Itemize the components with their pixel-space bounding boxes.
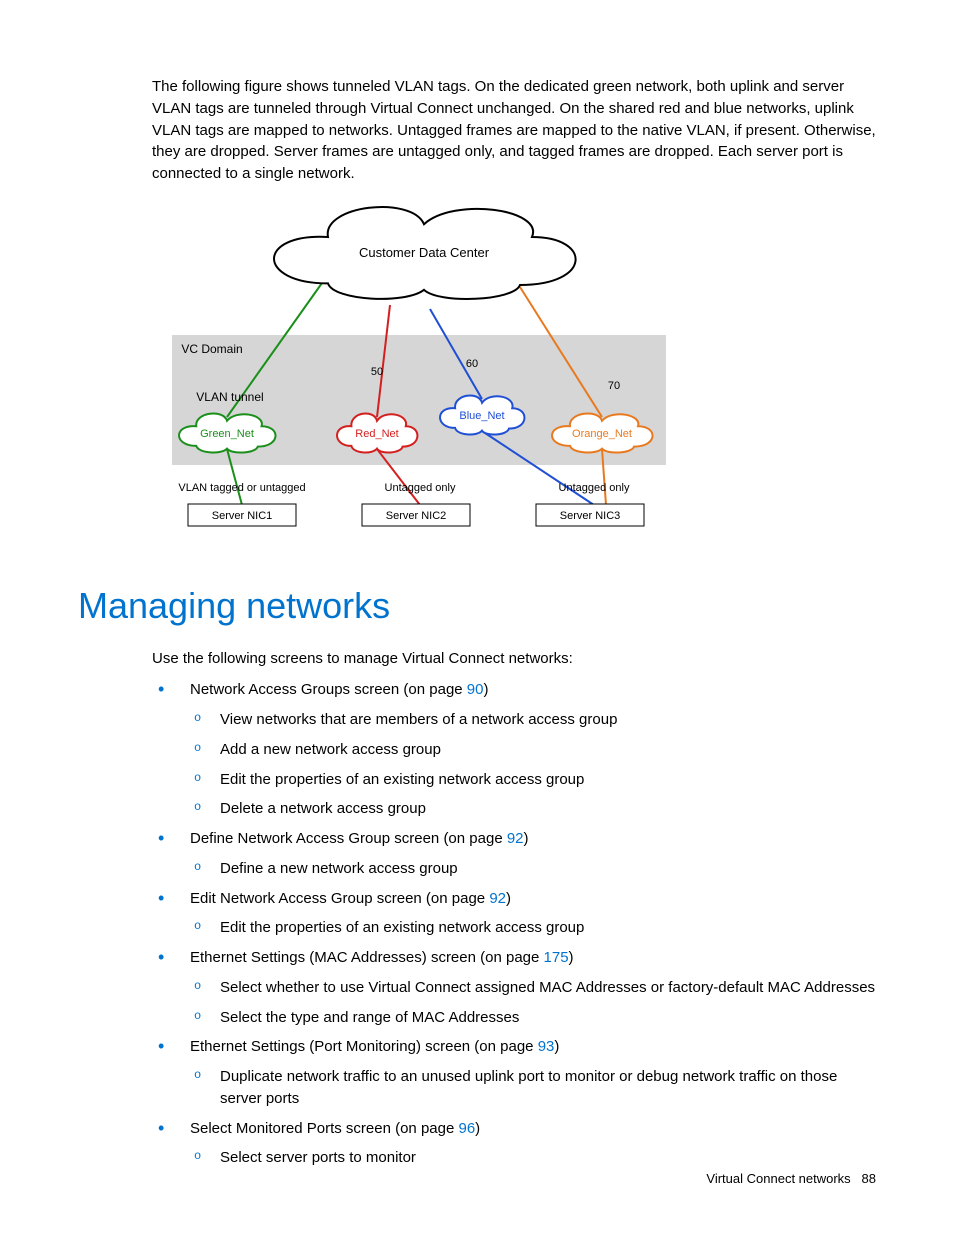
svg-text:Untagged only: Untagged only: [385, 482, 456, 494]
svg-text:VLAN tagged or untagged: VLAN tagged or untagged: [178, 482, 305, 494]
page-footer: Virtual Connect networks 88: [706, 1170, 876, 1189]
sub-item: Select server ports to monitor: [190, 1147, 876, 1169]
sub-item: Edit the properties of an existing netwo…: [190, 917, 876, 939]
svg-text:60: 60: [466, 358, 478, 370]
page-link[interactable]: 175: [544, 949, 569, 966]
intro-paragraph: The following figure shows tunneled VLAN…: [152, 76, 876, 185]
vlan-diagram: Customer Data Center VC Domain VLAN tunnel…: [152, 205, 876, 552]
svg-text:Customer Data Center: Customer Data Center: [359, 245, 490, 260]
sub-item: View networks that are members of a netw…: [190, 709, 876, 731]
footer-page: 88: [862, 1171, 876, 1186]
list-item: Edit Network Access Group screen (on pag…: [152, 888, 876, 940]
svg-text:Orange_Net: Orange_Net: [572, 428, 632, 440]
lead-text: Use the following screens to manage Virt…: [152, 648, 876, 670]
screen-list: Network Access Groups screen (on page 90…: [152, 679, 876, 1169]
list-item: Network Access Groups screen (on page 90…: [152, 679, 876, 820]
sub-item: Select whether to use Virtual Connect as…: [190, 977, 876, 999]
page-link[interactable]: 92: [507, 830, 524, 847]
sub-item: Edit the properties of an existing netwo…: [190, 769, 876, 791]
svg-text:50: 50: [371, 366, 383, 378]
page-link[interactable]: 92: [489, 890, 506, 907]
footer-section: Virtual Connect networks: [706, 1171, 850, 1186]
list-item: Define Network Access Group screen (on p…: [152, 828, 876, 880]
page-link[interactable]: 96: [458, 1120, 475, 1137]
list-item: Ethernet Settings (MAC Addresses) screen…: [152, 947, 876, 1028]
sub-item: Define a new network access group: [190, 858, 876, 880]
svg-text:Green_Net: Green_Net: [200, 428, 254, 440]
svg-text:Untagged only: Untagged only: [559, 482, 630, 494]
svg-text:Red_Net: Red_Net: [355, 428, 398, 440]
svg-text:VLAN tunnel: VLAN tunnel: [196, 390, 263, 404]
svg-text:Server NIC2: Server NIC2: [386, 510, 447, 522]
svg-text:VC Domain: VC Domain: [181, 342, 242, 356]
sub-item: Add a new network access group: [190, 739, 876, 761]
svg-text:Blue_Net: Blue_Net: [459, 410, 504, 422]
page-link[interactable]: 93: [538, 1038, 555, 1055]
sub-item: Select the type and range of MAC Address…: [190, 1007, 876, 1029]
list-item: Select Monitored Ports screen (on page 9…: [152, 1118, 876, 1170]
page-link[interactable]: 90: [467, 681, 484, 698]
list-item: Ethernet Settings (Port Monitoring) scre…: [152, 1036, 876, 1109]
sub-item: Duplicate network traffic to an unused u…: [190, 1066, 876, 1110]
svg-text:Server NIC1: Server NIC1: [212, 510, 273, 522]
svg-text:70: 70: [608, 380, 620, 392]
svg-text:Server NIC3: Server NIC3: [560, 510, 621, 522]
section-heading: Managing networks: [78, 580, 876, 632]
sub-item: Delete a network access group: [190, 798, 876, 820]
